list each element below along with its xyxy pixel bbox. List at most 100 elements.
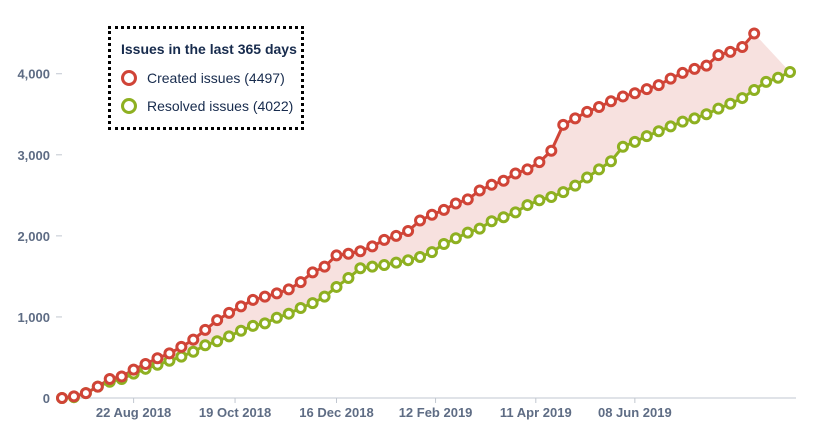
resolved-issues-point[interactable]	[272, 313, 281, 322]
created-issues-point[interactable]	[177, 342, 186, 351]
created-issues-point[interactable]	[248, 295, 257, 304]
created-issues-point[interactable]	[439, 205, 448, 214]
created-issues-point[interactable]	[690, 64, 699, 73]
created-issues-point[interactable]	[475, 186, 484, 195]
legend-item-created-issues[interactable]: Created issues (4497)	[121, 68, 285, 88]
resolved-issues-point[interactable]	[750, 85, 759, 94]
created-issues-point[interactable]	[463, 195, 472, 204]
resolved-issues-point[interactable]	[237, 326, 246, 335]
created-issues-point[interactable]	[750, 29, 759, 38]
created-issues-point[interactable]	[141, 359, 150, 368]
created-issues-point[interactable]	[272, 289, 281, 298]
created-issues-point[interactable]	[427, 210, 436, 219]
created-issues-point[interactable]	[630, 89, 639, 98]
resolved-issues-point[interactable]	[439, 239, 448, 248]
resolved-issues-point[interactable]	[463, 228, 472, 237]
resolved-issues-point[interactable]	[595, 165, 604, 174]
resolved-issues-point[interactable]	[260, 319, 269, 328]
resolved-issues-point[interactable]	[618, 142, 627, 151]
resolved-issues-point[interactable]	[427, 248, 436, 257]
resolved-issues-point[interactable]	[690, 114, 699, 123]
created-issues-point[interactable]	[165, 349, 174, 358]
resolved-issues-point[interactable]	[332, 282, 341, 291]
resolved-issues-point[interactable]	[559, 188, 568, 197]
resolved-issues-point[interactable]	[666, 122, 675, 131]
created-issues-point[interactable]	[344, 249, 353, 258]
resolved-issues-point[interactable]	[535, 196, 544, 205]
created-issues-point[interactable]	[487, 180, 496, 189]
resolved-issues-point[interactable]	[762, 77, 771, 86]
created-issues-point[interactable]	[69, 392, 78, 401]
resolved-issues-point[interactable]	[392, 258, 401, 267]
created-issues-point[interactable]	[237, 302, 246, 311]
created-issues-point[interactable]	[654, 81, 663, 90]
created-issues-point[interactable]	[666, 74, 675, 83]
created-issues-point[interactable]	[547, 146, 556, 155]
created-issues-point[interactable]	[392, 231, 401, 240]
resolved-issues-point[interactable]	[451, 234, 460, 243]
created-issues-point[interactable]	[368, 242, 377, 251]
created-issues-point[interactable]	[559, 120, 568, 129]
resolved-issues-point[interactable]	[547, 192, 556, 201]
resolved-issues-point[interactable]	[356, 264, 365, 273]
created-issues-point[interactable]	[416, 216, 425, 225]
created-issues-point[interactable]	[726, 47, 735, 56]
created-issues-point[interactable]	[189, 335, 198, 344]
resolved-issues-point[interactable]	[416, 252, 425, 261]
created-issues-point[interactable]	[738, 42, 747, 51]
resolved-issues-point[interactable]	[380, 261, 389, 270]
resolved-issues-point[interactable]	[404, 256, 413, 265]
created-issues-point[interactable]	[380, 235, 389, 244]
legend-item-resolved-issues[interactable]: Resolved issues (4022)	[121, 96, 293, 116]
created-issues-point[interactable]	[404, 227, 413, 236]
created-issues-point[interactable]	[511, 169, 520, 178]
resolved-issues-point[interactable]	[189, 347, 198, 356]
created-issues-point[interactable]	[58, 394, 67, 403]
resolved-issues-point[interactable]	[248, 321, 257, 330]
resolved-issues-point[interactable]	[499, 213, 508, 222]
resolved-issues-point[interactable]	[213, 337, 222, 346]
created-issues-point[interactable]	[105, 374, 114, 383]
resolved-issues-point[interactable]	[678, 117, 687, 126]
resolved-issues-point[interactable]	[487, 217, 496, 226]
resolved-issues-point[interactable]	[201, 341, 210, 350]
resolved-issues-point[interactable]	[308, 299, 317, 308]
resolved-issues-point[interactable]	[726, 99, 735, 108]
created-issues-point[interactable]	[595, 102, 604, 111]
created-issues-point[interactable]	[714, 51, 723, 60]
created-issues-point[interactable]	[129, 365, 138, 374]
resolved-issues-point[interactable]	[284, 309, 293, 318]
resolved-issues-point[interactable]	[296, 304, 305, 313]
created-issues-point[interactable]	[308, 268, 317, 277]
created-issues-point[interactable]	[201, 325, 210, 334]
resolved-issues-point[interactable]	[583, 173, 592, 182]
created-issues-point[interactable]	[678, 68, 687, 77]
created-issues-point[interactable]	[451, 199, 460, 208]
resolved-issues-point[interactable]	[786, 67, 795, 76]
created-issues-point[interactable]	[499, 176, 508, 185]
resolved-issues-point[interactable]	[177, 352, 186, 361]
resolved-issues-point[interactable]	[714, 104, 723, 113]
created-issues-point[interactable]	[535, 158, 544, 167]
resolved-issues-point[interactable]	[475, 224, 484, 233]
resolved-issues-point[interactable]	[702, 110, 711, 119]
created-issues-point[interactable]	[284, 285, 293, 294]
created-issues-point[interactable]	[213, 316, 222, 325]
created-issues-point[interactable]	[81, 389, 90, 398]
created-issues-point[interactable]	[320, 262, 329, 271]
resolved-issues-point[interactable]	[368, 262, 377, 271]
created-issues-point[interactable]	[356, 247, 365, 256]
resolved-issues-point[interactable]	[654, 127, 663, 136]
resolved-issues-point[interactable]	[606, 157, 615, 166]
created-issues-point[interactable]	[583, 107, 592, 116]
resolved-issues-point[interactable]	[738, 94, 747, 103]
resolved-issues-point[interactable]	[344, 274, 353, 283]
created-issues-point[interactable]	[296, 278, 305, 287]
created-issues-point[interactable]	[93, 382, 102, 391]
resolved-issues-point[interactable]	[774, 73, 783, 82]
resolved-issues-point[interactable]	[511, 208, 520, 217]
created-issues-point[interactable]	[702, 61, 711, 70]
resolved-issues-point[interactable]	[320, 292, 329, 301]
created-issues-point[interactable]	[571, 114, 580, 123]
created-issues-point[interactable]	[117, 372, 126, 381]
